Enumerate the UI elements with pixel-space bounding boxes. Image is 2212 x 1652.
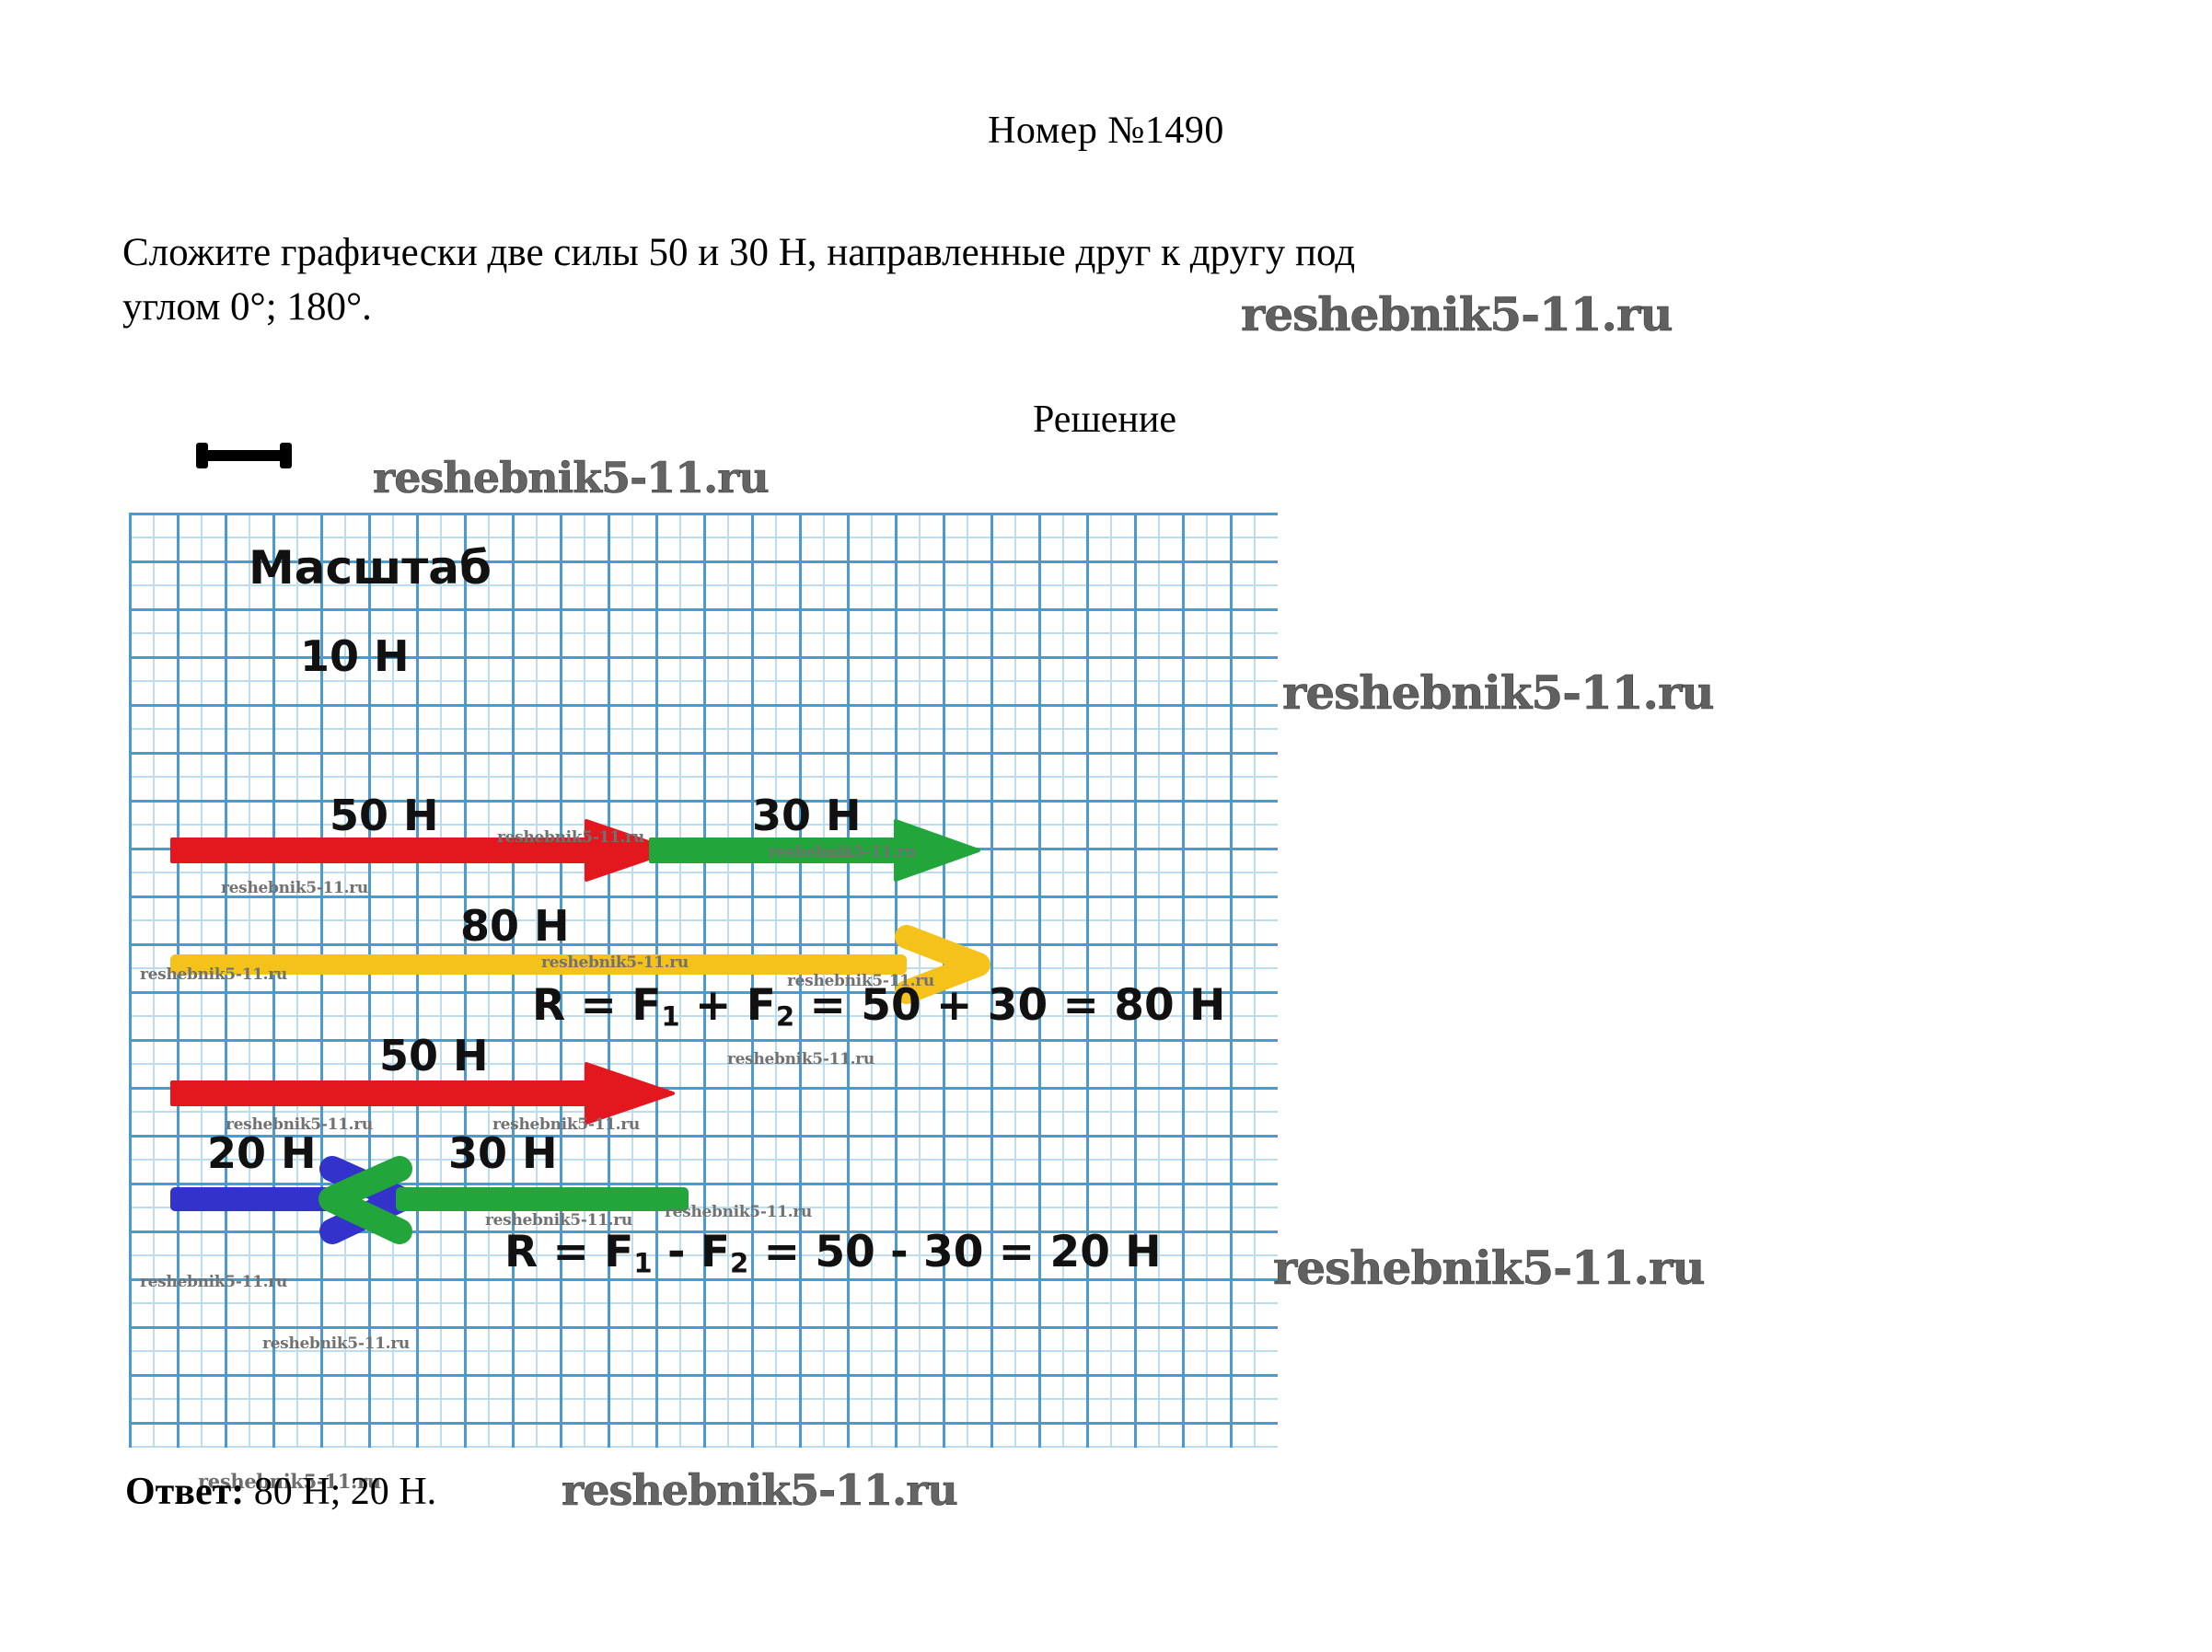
watermark-text: reshebnik5-11.ru xyxy=(140,1273,287,1291)
arrow-case2-force2-green xyxy=(318,1156,690,1244)
case1-formula-op: + F xyxy=(679,980,776,1031)
watermark-text: reshebnik5-11.ru xyxy=(485,1211,632,1230)
problem-statement: Сложите графически две силы 50 и 30 Н, н… xyxy=(122,225,1890,335)
case2-formula-tail: = 50 - 30 = 20 Н xyxy=(748,1227,1162,1277)
watermark-text: reshebnik5-11.ru xyxy=(198,1470,381,1493)
arrow-case2-force1-red xyxy=(170,1058,675,1128)
case2-formula-op: - F xyxy=(652,1227,731,1277)
graph-paper-grid xyxy=(129,513,1278,1448)
watermark-text: reshebnik5-11.ru xyxy=(541,953,689,972)
watermark-text: reshebnik5-11.ru xyxy=(492,1115,640,1134)
case1-force1-label: 50 Н xyxy=(330,791,439,840)
watermark-text: reshebnik5-11.ru xyxy=(665,1203,812,1221)
scale-bar-cap-left xyxy=(196,443,208,468)
watermark-text: reshebnik5-11.ru xyxy=(1241,287,1673,342)
watermark-text: reshebnik5-11.ru xyxy=(497,828,644,847)
case2-formula: R = F1 - F2 = 50 - 30 = 20 Н xyxy=(504,1230,1162,1277)
problem-line-1: Сложите графически две силы 50 и 30 Н, н… xyxy=(122,231,1356,274)
arrow-case1-force1-red xyxy=(170,815,675,885)
scale-bar-stem xyxy=(196,450,292,461)
answer-line: Ответ: 80 Н; 20 Н. xyxy=(125,1470,436,1514)
arrow-case1-result-yellow xyxy=(170,925,990,1004)
watermark-text: reshebnik5-11.ru xyxy=(562,1465,958,1516)
watermark-text: reshebnik5-11.ru xyxy=(226,1115,373,1134)
case1-result-label: 80 Н xyxy=(460,901,570,951)
case1-formula-sub2: 2 xyxy=(775,1000,795,1033)
watermark-text: reshebnik5-11.ru xyxy=(262,1334,410,1353)
case1-formula: R = F1 + F2 = 50 + 30 = 80 Н xyxy=(532,984,1225,1031)
scale-title: Масштаб xyxy=(249,541,492,595)
case2-force2-label: 30 Н xyxy=(448,1128,558,1178)
arrow-case1-force2-green xyxy=(649,815,980,885)
case1-force2-label: 30 Н xyxy=(752,791,862,840)
scale-value-label: 10 Н xyxy=(300,631,410,681)
watermark-text: reshebnik5-11.ru xyxy=(373,453,770,503)
watermark-text: reshebnik5-11.ru xyxy=(1273,1241,1706,1296)
case1-formula-sub1: 1 xyxy=(661,1000,680,1033)
watermark-text: reshebnik5-11.ru xyxy=(769,843,916,861)
case2-formula-r: R = F xyxy=(504,1227,634,1277)
scale-bar xyxy=(196,443,292,468)
case2-formula-sub2: 2 xyxy=(730,1247,749,1279)
page-title: Номер №1490 xyxy=(988,110,1224,152)
problem-line-2: углом 0°; 180°. xyxy=(122,285,372,329)
case2-force1-label: 50 Н xyxy=(379,1031,489,1080)
case1-formula-r: R = F xyxy=(532,980,662,1031)
watermark-text: reshebnik5-11.ru xyxy=(787,972,934,990)
case1-formula-tail: = 50 + 30 = 80 Н xyxy=(794,980,1226,1031)
case2-formula-sub1: 1 xyxy=(633,1247,653,1279)
watermark-text: reshebnik5-11.ru xyxy=(727,1050,874,1069)
watermark-text: reshebnik5-11.ru xyxy=(1282,665,1715,721)
watermark-text: reshebnik5-11.ru xyxy=(140,965,287,984)
answer-value: 80 Н; 20 Н. xyxy=(244,1471,437,1513)
scale-bar-cap-right xyxy=(280,443,292,468)
solution-label: Решение xyxy=(1033,399,1177,441)
case2-result-label: 20 Н xyxy=(207,1128,317,1178)
answer-prefix: Ответ: xyxy=(125,1471,245,1513)
watermark-text: reshebnik5-11.ru xyxy=(221,879,368,897)
